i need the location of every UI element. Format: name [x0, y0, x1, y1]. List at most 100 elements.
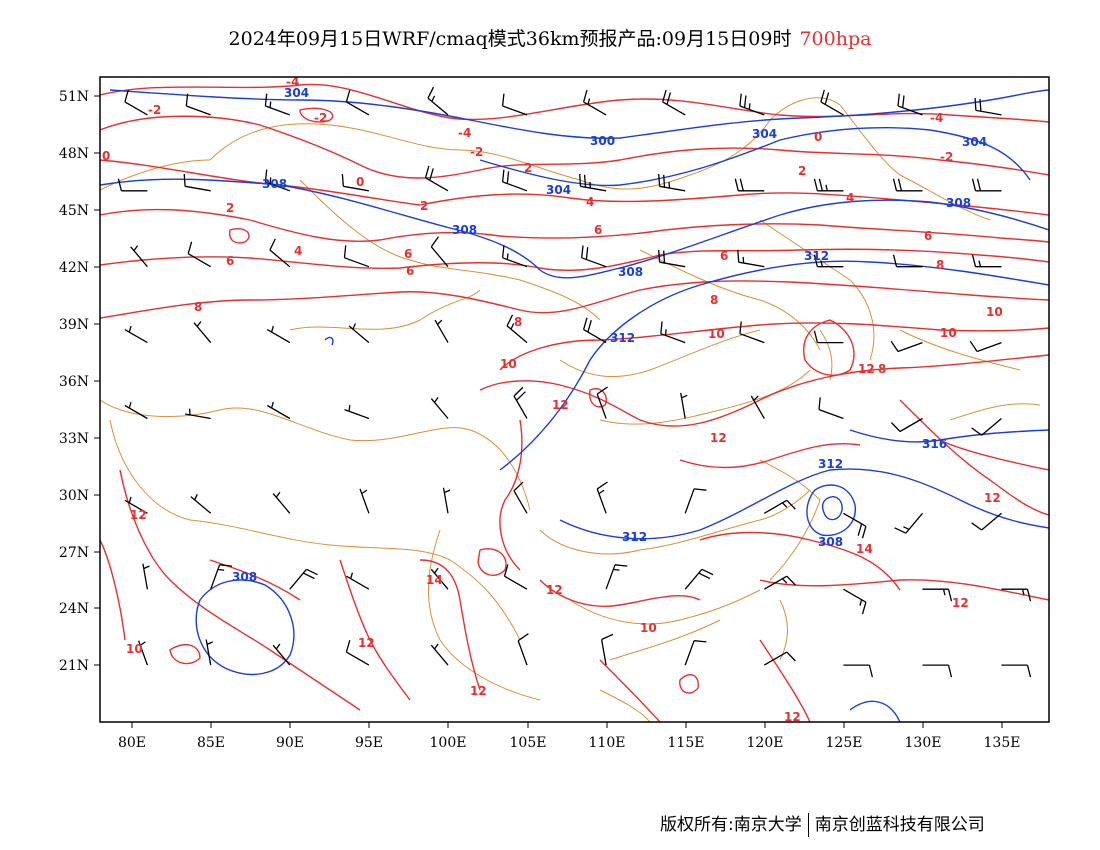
- wind-barb: [424, 165, 449, 192]
- temperature-label: -2: [148, 103, 161, 117]
- wind-barb-shape: [434, 319, 449, 343]
- wind-barb: [430, 643, 449, 666]
- temperature-label: 2: [226, 201, 234, 215]
- wind-barb: [124, 401, 148, 420]
- wind-barb-shape: [345, 89, 370, 116]
- temperature-label: 6: [924, 229, 932, 243]
- height-label: 308: [818, 535, 843, 549]
- wind-barb-shape: [442, 487, 451, 514]
- wind-barb-shape: [190, 494, 212, 514]
- wind-barb: [264, 93, 291, 116]
- wind-barb-shape: [184, 408, 211, 420]
- x-axis-labels: 80E 85E 90E 95E 100E 105E 110E 115E 120E…: [118, 735, 1021, 751]
- wind-barb: [142, 563, 150, 590]
- wind-barb: [341, 173, 370, 192]
- temperature-label: -2: [314, 111, 327, 125]
- wind-barb-shape: [124, 496, 148, 514]
- wind-barb: [124, 89, 148, 116]
- wind-barb: [434, 319, 449, 343]
- y-axis-ticks: [94, 95, 100, 666]
- wind-barb: [892, 254, 923, 268]
- wind-barb: [501, 169, 528, 192]
- wind-barb-shape: [424, 165, 449, 192]
- wind-barb-shape: [341, 173, 370, 192]
- height-label: 308: [452, 223, 477, 237]
- copyright-text: 版权所有:南京大学: [660, 815, 802, 835]
- wind-barb-shape: [269, 238, 291, 268]
- wind-barb-shape: [971, 512, 1002, 531]
- wind-barb-shape: [513, 386, 528, 419]
- wind-barb: [843, 664, 874, 678]
- wind-barbs: [117, 86, 1032, 678]
- wind-barb: [442, 487, 451, 514]
- wind-barb-shape: [971, 178, 1002, 192]
- wind-barb: [684, 488, 707, 514]
- height-label: 312: [818, 457, 843, 471]
- temperature-label: 0: [814, 130, 822, 144]
- boundary-lines: [100, 97, 1041, 722]
- map-frame: [99, 76, 1050, 723]
- lon-tick-label: 125E: [826, 735, 863, 751]
- wind-barb: [210, 564, 232, 590]
- wind-barb: [763, 651, 796, 666]
- wind-barb: [117, 178, 148, 192]
- wind-barb: [739, 93, 765, 116]
- wind-barb: [974, 98, 1002, 116]
- wind-barb-shape: [1001, 588, 1032, 602]
- wind-barb: [596, 481, 608, 514]
- wind-barb: [503, 564, 528, 590]
- height-label: 312: [622, 530, 647, 544]
- temperature-contours: [100, 83, 1049, 722]
- wind-barb: [843, 512, 867, 539]
- wind-barb-shape: [969, 340, 1002, 353]
- lon-tick-label: 120E: [747, 735, 784, 751]
- wind-barb: [971, 254, 1002, 268]
- wind-barb-shape: [501, 169, 528, 192]
- wind-barb-shape: [501, 245, 528, 268]
- lon-tick-label: 80E: [118, 735, 146, 751]
- wind-barb-shape: [183, 173, 211, 192]
- wind-barb-shape: [818, 397, 844, 420]
- wind-barb-shape: [596, 386, 608, 419]
- wind-barb: [190, 494, 212, 514]
- wind-barb-shape: [660, 321, 686, 344]
- wind-barb: [763, 499, 796, 514]
- wind-barb-shape: [124, 325, 148, 344]
- wind-barb-shape: [750, 395, 765, 419]
- wind-barb-shape: [662, 89, 686, 116]
- wind-barb-shape: [582, 317, 607, 344]
- temperature-label: 8: [514, 315, 522, 329]
- temperature-label: 12: [130, 508, 147, 522]
- temperature-label: 12: [784, 710, 801, 724]
- wind-barb: [763, 575, 796, 590]
- wind-barb: [289, 568, 318, 590]
- wind-barb: [501, 93, 528, 116]
- temperature-label: 2: [798, 164, 806, 178]
- wind-barb: [843, 588, 867, 615]
- wind-barb-shape: [684, 488, 707, 514]
- height-label: 312: [610, 331, 635, 345]
- wind-barb-shape: [813, 254, 844, 268]
- wind-barb: [971, 418, 1002, 436]
- lon-tick-label: 95E: [355, 735, 383, 751]
- chart-title: 2024年09月15日WRF/cmaq模式36km预报产品:09月15日09时 7…: [0, 24, 1100, 51]
- wind-barb-shape: [658, 249, 686, 268]
- temperature-label: 12: [358, 636, 375, 650]
- lat-tick-label: 36N: [59, 374, 89, 390]
- height-label: 308: [262, 177, 287, 191]
- wind-barb-shape: [974, 98, 1002, 116]
- wind-barb: [124, 496, 148, 514]
- wind-barb: [737, 249, 765, 268]
- wind-barb: [684, 640, 707, 666]
- wind-barb: [582, 317, 607, 344]
- wind-barb: [658, 173, 686, 192]
- height-label: 308: [232, 570, 257, 584]
- wind-barb-shape: [124, 401, 148, 420]
- wind-barb: [266, 401, 291, 420]
- temperature-label: 6: [720, 249, 728, 263]
- temperature-label: -2: [940, 150, 953, 164]
- wind-barb-shape: [289, 568, 318, 590]
- wind-barb: [430, 567, 449, 590]
- wind-barb-shape: [582, 89, 607, 116]
- lon-tick-label: 85E: [197, 735, 225, 751]
